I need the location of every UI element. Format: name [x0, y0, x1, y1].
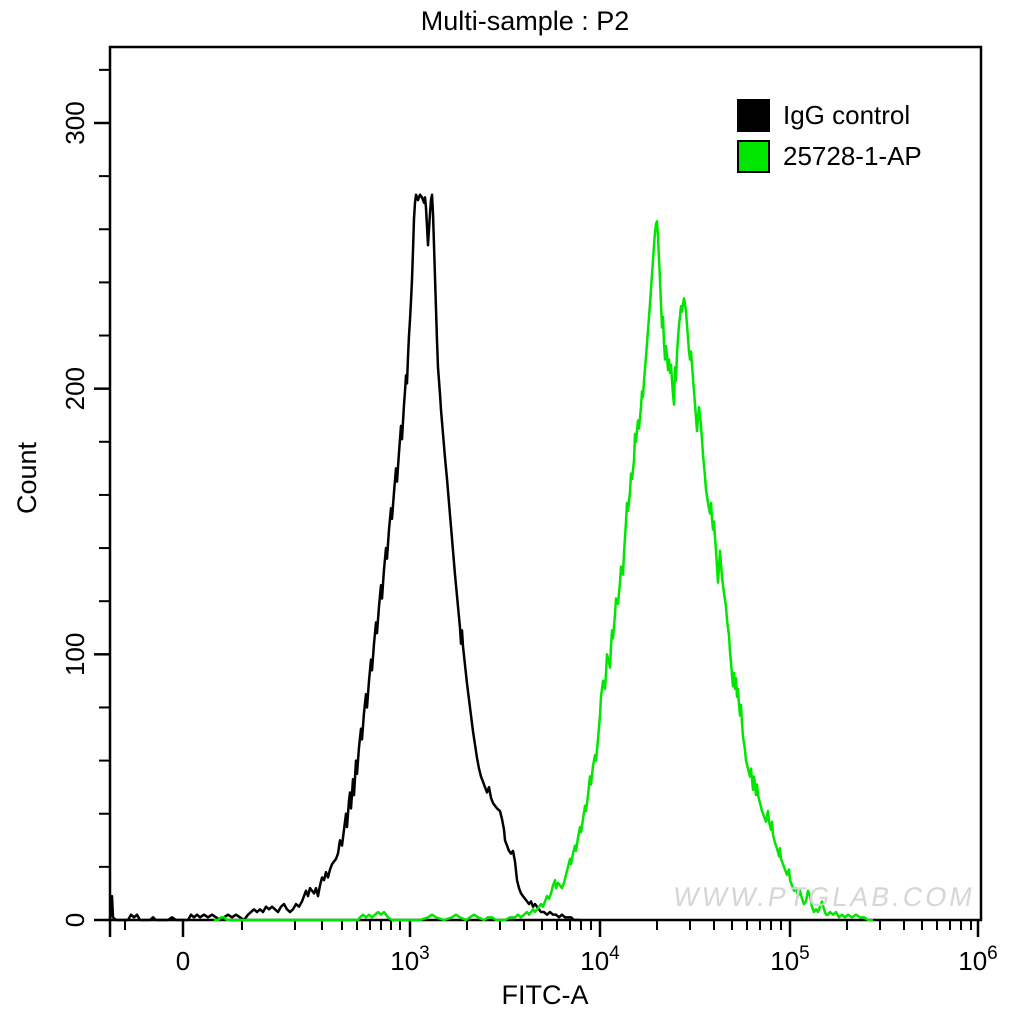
legend-swatch-green [737, 140, 770, 173]
y-tick-label: 100 [60, 633, 90, 676]
plot-frame [108, 45, 983, 922]
chart-title: Multi-sample : P2 [420, 6, 630, 36]
x-tick-label: 105 [770, 943, 810, 976]
histogram-curve-25728-1-ap [213, 220, 874, 922]
legend-item-igg-control: IgG control [737, 97, 922, 134]
x-tick-label: 106 [958, 943, 998, 976]
histogram-curve-igg-control [108, 193, 582, 922]
y-axis-label: Count [12, 441, 42, 515]
legend-item-25728-1-ap: 25728-1-AP [737, 138, 922, 175]
legend: IgG control 25728-1-AP [737, 97, 922, 179]
x-tick-label: 104 [580, 943, 620, 976]
watermark: WWW.PTGLAB.COM [670, 882, 978, 912]
x-axis-label: FITC-A [501, 980, 589, 1010]
legend-swatch-black [737, 99, 770, 132]
legend-label: IgG control [783, 100, 911, 130]
x-tick-label: 0 [176, 946, 190, 976]
y-tick-label: 200 [60, 367, 90, 410]
x-tick-label: 103 [390, 943, 430, 976]
y-tick-label: 0 [60, 913, 90, 927]
y-tick-label: 300 [60, 101, 90, 144]
legend-label: 25728-1-AP [783, 141, 922, 171]
